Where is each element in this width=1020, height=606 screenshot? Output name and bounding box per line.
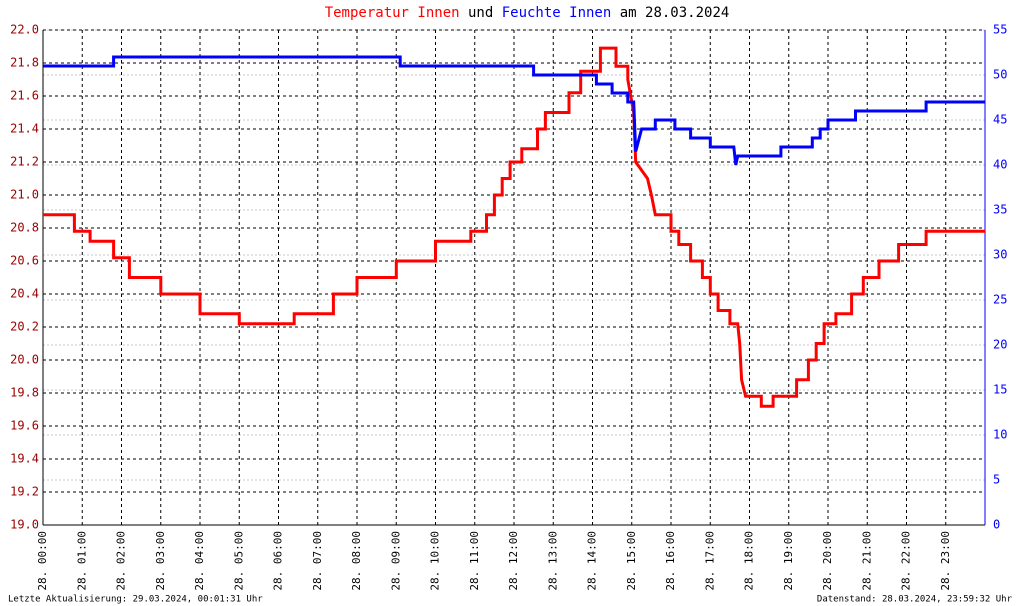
footer-left: Letzte Aktualisierung: 29.03.2024, 00:01… <box>8 595 263 605</box>
x-tick-label: 28. 23:00 <box>939 531 952 591</box>
y-tick-label: 19.0 <box>10 518 39 532</box>
x-tick-label: 28. 17:00 <box>703 531 716 591</box>
x-tick-label: 28. 19:00 <box>782 531 795 591</box>
y2-tick-label: 5 <box>993 473 1000 487</box>
x-tick-label: 28. 04:00 <box>193 531 206 591</box>
y-tick-label: 21.4 <box>10 122 39 136</box>
x-tick-label: 28. 08:00 <box>350 531 363 591</box>
x-tick-label: 28. 05:00 <box>232 531 245 591</box>
x-tick-label: 28. 15:00 <box>625 531 638 591</box>
y-tick-label: 19.2 <box>10 485 39 499</box>
y-tick-label: 20.6 <box>10 254 39 268</box>
y-tick-label: 20.8 <box>10 221 39 235</box>
y2-tick-label: 20 <box>993 338 1007 352</box>
y-tick-label: 21.8 <box>10 56 39 70</box>
y-tick-label: 21.6 <box>10 89 39 103</box>
y-tick-label: 20.0 <box>10 353 39 367</box>
y-tick-label: 21.2 <box>10 155 39 169</box>
y2-tick-label: 0 <box>993 518 1000 532</box>
x-tick-label: 28. 14:00 <box>586 531 599 591</box>
x-tick-label: 28. 21:00 <box>860 531 873 591</box>
y2-tick-label: 55 <box>993 23 1007 37</box>
y-tick-label: 19.6 <box>10 419 39 433</box>
y2-tick-label: 50 <box>993 68 1007 82</box>
title-part: Temperatur Innen <box>325 5 460 21</box>
x-tick-label: 28. 00:00 <box>36 531 49 591</box>
x-tick-label: 28. 03:00 <box>154 531 167 591</box>
y2-tick-label: 30 <box>993 248 1007 262</box>
title-part: und <box>468 5 493 21</box>
y-tick-label: 21.0 <box>10 188 39 202</box>
series-line <box>43 46 985 408</box>
y-tick-label: 20.2 <box>10 320 39 334</box>
y-tick-label: 19.8 <box>10 386 39 400</box>
x-tick-label: 28. 13:00 <box>546 531 559 591</box>
y-tick-label: 22.0 <box>10 23 39 37</box>
y-tick-label: 20.4 <box>10 287 39 301</box>
x-tick-label: 28. 01:00 <box>75 531 88 591</box>
y2-tick-label: 10 <box>993 428 1007 442</box>
x-tick-label: 28. 12:00 <box>507 531 520 591</box>
x-tick-label: 28. 09:00 <box>389 531 402 591</box>
x-tick-label: 28. 18:00 <box>743 531 756 591</box>
x-tick-label: 28. 16:00 <box>664 531 677 591</box>
y2-tick-label: 15 <box>993 383 1007 397</box>
x-tick-label: 28. 11:00 <box>468 531 481 591</box>
series-line <box>43 55 985 166</box>
y-tick-label: 19.4 <box>10 452 39 466</box>
y2-tick-label: 25 <box>993 293 1007 307</box>
x-tick-label: 28. 02:00 <box>115 531 128 591</box>
x-tick-label: 28. 20:00 <box>821 531 834 591</box>
y2-tick-label: 40 <box>993 158 1007 172</box>
y2-tick-label: 45 <box>993 113 1007 127</box>
x-tick-label: 28. 10:00 <box>429 531 442 591</box>
x-tick-label: 28. 07:00 <box>311 531 324 591</box>
title-part: am 28.03.2024 <box>620 5 730 21</box>
chart-title: Temperatur Innen und Feuchte Innen am 28… <box>325 5 730 21</box>
x-tick-label: 28. 22:00 <box>900 531 913 591</box>
footer-right: Datenstand: 28.03.2024, 23:59:32 Uhr <box>817 595 1013 605</box>
y2-tick-label: 35 <box>993 203 1007 217</box>
x-tick-label: 28. 06:00 <box>272 531 285 591</box>
title-part: Feuchte Innen <box>502 5 612 21</box>
